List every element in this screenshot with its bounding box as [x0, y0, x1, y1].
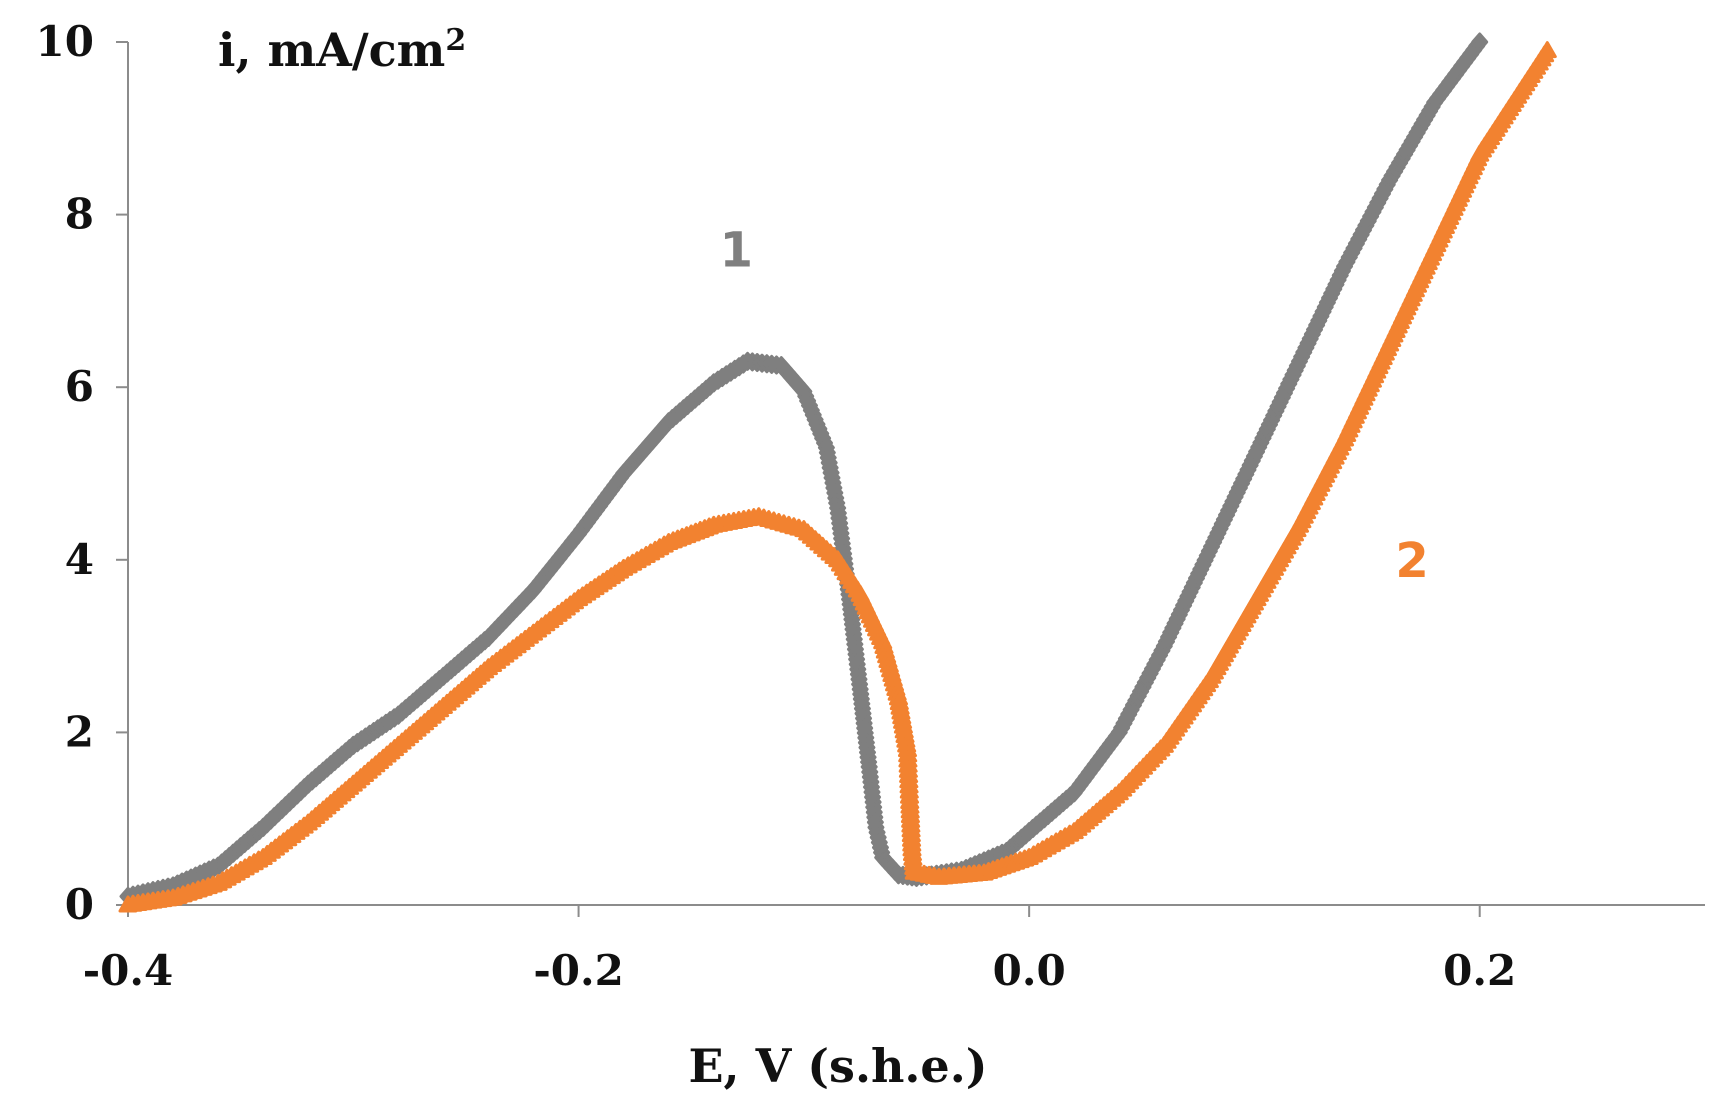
y-tick-label: 2: [65, 707, 94, 756]
titles: i, mA/cm2 E, V (s.h.e.): [218, 23, 987, 1093]
series-1-label: 1: [720, 222, 753, 278]
y-axis-title-superscript: 2: [445, 23, 466, 58]
series-2: 2: [118, 41, 1557, 913]
series-2-label: 2: [1395, 533, 1428, 589]
series-1: 1: [119, 32, 1489, 906]
y-tick-label: 4: [65, 535, 94, 584]
data-point: [1471, 32, 1489, 52]
axes: [127, 42, 1705, 906]
x-tick-label: 0.0: [993, 946, 1066, 995]
y-tick-label: 8: [65, 190, 94, 239]
series-layer: 12: [118, 32, 1557, 913]
series-1-markers: [119, 32, 1489, 906]
y-axis-title-main: i, mA/cm: [218, 23, 445, 77]
x-tick-label: -0.4: [83, 946, 174, 995]
y-tick-label: 0: [65, 880, 94, 929]
y-axis-title: i, mA/cm2: [218, 23, 466, 77]
ticks: 0 2 4 6 8 10 -0.4 -0.2 0.0 0.2: [36, 17, 1517, 995]
x-tick-label: -0.2: [533, 946, 624, 995]
y-tick-label: 10: [36, 17, 94, 66]
x-axis-title: E, V (s.h.e.): [689, 1039, 988, 1093]
data-point: [1537, 41, 1557, 59]
x-tick-label: 0.2: [1443, 946, 1516, 995]
series-2-markers: [118, 41, 1557, 913]
y-tick-label: 6: [65, 362, 94, 411]
